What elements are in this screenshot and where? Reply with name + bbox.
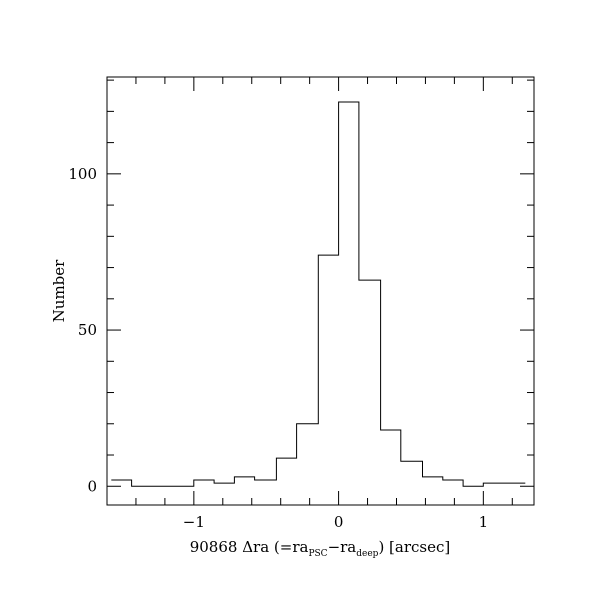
y-tick-label: 0 <box>87 477 97 495</box>
y-tick-label: 100 <box>68 165 97 183</box>
x-tick-label: 0 <box>334 513 344 531</box>
histogram-series <box>111 101 526 487</box>
axis-ticks <box>106 77 534 505</box>
y-tick-label: 50 <box>78 321 97 339</box>
x-axis-title-suffix: ) [arcsec] <box>378 538 450 556</box>
x-axis-title-sub2: deep <box>356 549 378 559</box>
y-axis-title: Number <box>50 259 68 322</box>
x-tick-label: −1 <box>183 513 205 531</box>
x-tick-label: 1 <box>479 513 489 531</box>
x-axis-title: 90868 Δra (=raPSC−radeep) [arcsec] <box>190 538 451 559</box>
tick-labels: −1 0 1 0 50 100 <box>68 165 488 531</box>
x-axis-title-mid: −ra <box>328 538 357 556</box>
plot-frame <box>106 76 535 506</box>
x-axis-title-sub1: PSC <box>308 549 327 559</box>
x-axis-title-prefix: 90868 Δra (=ra <box>190 538 309 556</box>
